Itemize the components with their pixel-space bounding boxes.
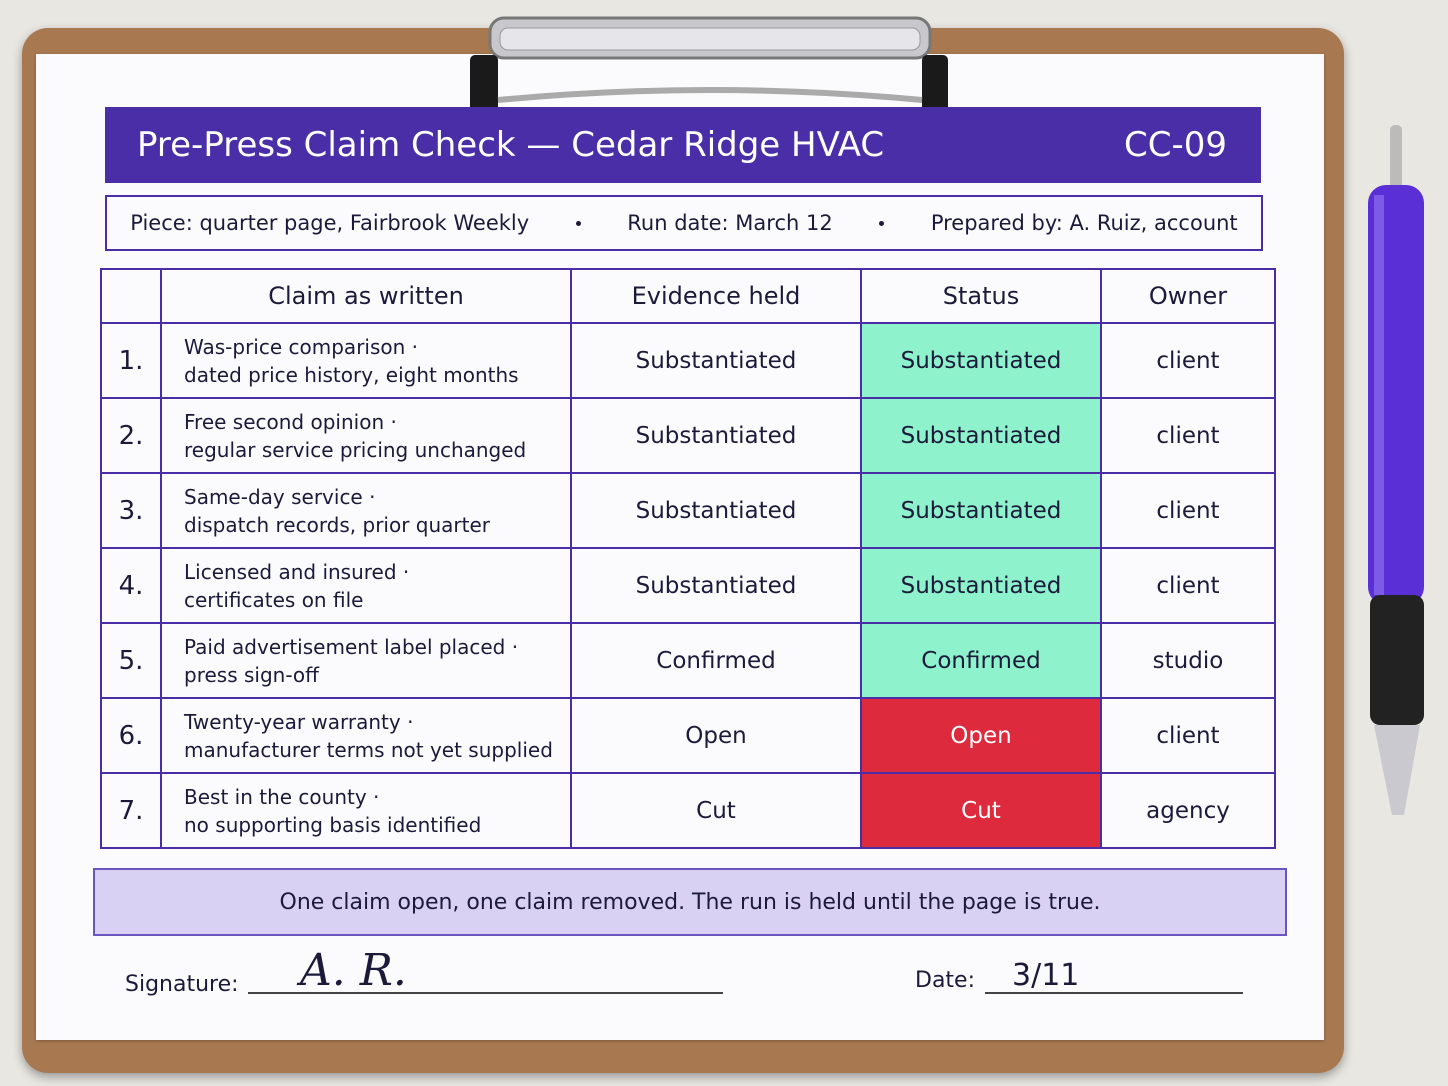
claim-row: 7. Best in the county · no supporting basi… — [100, 772, 1276, 849]
claim-text: Best in the county · — [184, 784, 380, 809]
owner: client — [1100, 322, 1276, 399]
status: Substantiated — [860, 547, 1102, 624]
status: Substantiated — [860, 397, 1102, 474]
claim-text: Twenty-year warranty · — [184, 709, 414, 734]
claim-cell: Best in the county · no supporting basis … — [160, 772, 572, 849]
title: Pre-Press Claim Check — Cedar Ridge HVAC — [137, 125, 885, 165]
claim-detail: press sign-off — [184, 662, 319, 687]
claim-row: 4. Licensed and insured · certificates on … — [100, 547, 1276, 624]
form-code: CC-09 — [1123, 125, 1227, 165]
claim-row: 6. Twenty-year warranty · manufacturer ter… — [100, 697, 1276, 774]
info-item: Piece: quarter page, Fairbrook Weekly — [130, 211, 530, 235]
owner: studio — [1100, 622, 1276, 699]
status: Cut — [860, 772, 1102, 849]
row-number: 3. — [100, 472, 162, 549]
claim-detail: dated price history, eight months — [184, 362, 519, 387]
claim-row: 1. Was-price comparison · dated price hist… — [100, 322, 1276, 399]
claim-cell: Was-price comparison · dated price histor… — [160, 322, 572, 399]
claim-row: 2. Free second opinion · regular service p… — [100, 397, 1276, 474]
claim-text: Licensed and insured · — [184, 559, 410, 584]
claim-detail: regular service pricing unchanged — [184, 437, 527, 462]
summary-note: One claim open, one claim removed. The r… — [93, 868, 1287, 936]
date-line — [985, 992, 1243, 994]
date-value: 3/11 — [1012, 958, 1080, 993]
owner: client — [1100, 547, 1276, 624]
info-box: Piece: quarter page, Fairbrook Weekly Ru… — [105, 195, 1263, 251]
owner: client — [1100, 472, 1276, 549]
info-item: Run date: March 12 — [627, 211, 833, 235]
column-header: Status — [860, 268, 1102, 324]
claim-cell: Free second opinion · regular service pri… — [160, 397, 572, 474]
evidence: Cut — [570, 772, 862, 849]
owner: agency — [1100, 772, 1276, 849]
claim-row: 5. Paid advertisement label placed · press… — [100, 622, 1276, 699]
row-number: 2. — [100, 397, 162, 474]
owner: client — [1100, 697, 1276, 774]
evidence: Substantiated — [570, 397, 862, 474]
claim-cell: Same-day service · dispatch records, prio… — [160, 472, 572, 549]
table-body: 1. Was-price comparison · dated price hist… — [100, 322, 1276, 849]
evidence: Substantiated — [570, 547, 862, 624]
evidence: Substantiated — [570, 472, 862, 549]
claim-cell: Licensed and insured · certificates on fi… — [160, 547, 572, 624]
clip — [470, 16, 948, 113]
claim-cell: Twenty-year warranty · manufacturer terms… — [160, 697, 572, 774]
signature-line — [248, 992, 723, 994]
claim-text: Free second opinion · — [184, 409, 397, 434]
claims-table: Claim as written Evidence held Status Ow… — [100, 268, 1276, 849]
status: Confirmed — [860, 622, 1102, 699]
column-header — [100, 268, 162, 324]
evidence: Substantiated — [570, 322, 862, 399]
separator — [879, 220, 885, 226]
status: Open — [860, 697, 1102, 774]
claim-detail: manufacturer terms not yet supplied — [184, 737, 553, 762]
row-number: 7. — [100, 772, 162, 849]
claim-detail: no supporting basis identified — [184, 812, 482, 837]
claim-text: Was-price comparison · — [184, 334, 419, 359]
column-header: Owner — [1100, 268, 1276, 324]
claim-cell: Paid advertisement label placed · press s… — [160, 622, 572, 699]
evidence: Confirmed — [570, 622, 862, 699]
separator — [575, 220, 581, 226]
row-number: 6. — [100, 697, 162, 774]
pen — [1368, 125, 1424, 815]
claim-detail: certificates on file — [184, 587, 364, 612]
header-row: Claim as written Evidence held Status Ow… — [100, 268, 1276, 324]
signature-label: Signature: — [125, 972, 239, 997]
signature-value: A. R. — [300, 945, 407, 996]
owner: client — [1100, 397, 1276, 474]
claim-text: Paid advertisement label placed · — [184, 634, 519, 659]
row-number: 5. — [100, 622, 162, 699]
claim-row: 3. Same-day service · dispatch records, pr… — [100, 472, 1276, 549]
claim-detail: dispatch records, prior quarter — [184, 512, 491, 537]
header-band: Pre-Press Claim Check — Cedar Ridge HVAC… — [105, 107, 1261, 183]
column-header: Evidence held — [570, 268, 862, 324]
row-number: 4. — [100, 547, 162, 624]
row-number: 1. — [100, 322, 162, 399]
date-label: Date: — [915, 968, 975, 993]
status: Substantiated — [860, 322, 1102, 399]
status: Substantiated — [860, 472, 1102, 549]
claim-text: Same-day service · — [184, 484, 376, 509]
column-header: Claim as written — [160, 268, 572, 324]
info-item: Prepared by: A. Ruiz, account — [930, 211, 1238, 235]
evidence: Open — [570, 697, 862, 774]
